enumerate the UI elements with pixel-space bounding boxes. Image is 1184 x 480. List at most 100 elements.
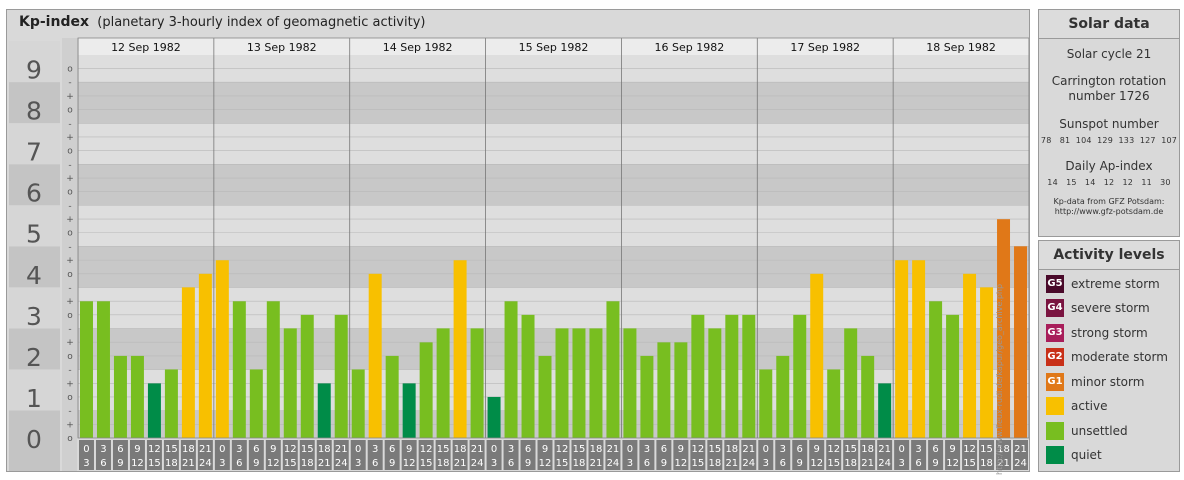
x-tick-end: 21 [454, 458, 467, 469]
level-moderate-storm: G2 moderate storm [1046, 348, 1168, 366]
x-tick-end: 6 [236, 458, 242, 469]
kp-bar [776, 355, 790, 438]
minor-tick-label: o [67, 65, 73, 75]
x-tick-start: 12 [420, 444, 433, 455]
x-tick-start: 9 [134, 444, 140, 455]
kp-bar [997, 219, 1011, 438]
y-tick-label: 6 [26, 179, 42, 208]
level-minor-storm: G1 minor storm [1046, 373, 1144, 391]
chart-subtitle: (planetary 3-hourly index of geomagnetic… [97, 15, 426, 30]
kp-bar [80, 301, 93, 438]
minor-tick-label: o [67, 311, 73, 321]
x-tick-end: 12 [674, 458, 687, 469]
minor-tick-label: - [68, 325, 71, 335]
x-tick-end: 21 [590, 458, 603, 469]
kp-bar [572, 328, 586, 438]
kp-bar [130, 355, 144, 438]
x-tick-start: 6 [117, 444, 123, 455]
kp-bar [946, 314, 960, 438]
minor-tick-label: o [67, 229, 73, 239]
x-tick-cell [214, 440, 230, 470]
minor-tick-label: o [67, 434, 73, 444]
day-label: 13 Sep 1982 [247, 41, 317, 54]
x-tick-end: 3 [898, 458, 904, 469]
x-tick-end: 12 [539, 458, 552, 469]
x-tick-cell [129, 440, 145, 470]
kp-bar [895, 260, 909, 438]
day-label: 12 Sep 1982 [111, 41, 181, 54]
x-tick-start: 12 [148, 444, 161, 455]
kp-bar [436, 328, 450, 438]
x-tick-start: 15 [708, 444, 721, 455]
x-tick-end: 15 [556, 458, 569, 469]
level-swatch: G1 [1046, 373, 1064, 391]
minor-tick-label: - [68, 242, 71, 252]
x-tick-cell [622, 440, 638, 470]
x-tick-cell [979, 440, 995, 470]
kp-bar [691, 314, 705, 438]
kp-bar [147, 383, 161, 438]
x-tick-start: 12 [827, 444, 840, 455]
solar-data-title: Solar data [1039, 10, 1179, 39]
x-tick-start: 9 [406, 444, 412, 455]
x-tick-cell [282, 440, 298, 470]
y-tick-label: 4 [26, 261, 42, 290]
minor-tick-label: o [67, 147, 73, 157]
level-label: quiet [1071, 448, 1102, 462]
x-tick-end: 18 [437, 458, 450, 469]
x-tick-start: 9 [949, 444, 955, 455]
kp-bar [878, 383, 892, 438]
x-tick-start: 6 [253, 444, 259, 455]
level-unsettled: unsettled [1046, 422, 1128, 440]
kp-bar [725, 314, 739, 438]
x-tick-end: 18 [708, 458, 721, 469]
kp-bar [351, 369, 365, 438]
minor-tick-label: o [67, 352, 73, 362]
x-tick-cell [860, 440, 876, 470]
x-tick-cell [639, 440, 655, 470]
minor-tick-label: - [68, 78, 71, 88]
sunspot-label: Sunspot number [1059, 117, 1159, 131]
kp-bar [419, 342, 433, 438]
minor-tick-label: + [66, 420, 74, 430]
kp-bar [827, 369, 841, 438]
x-tick-cell [469, 440, 485, 470]
kp-bar [606, 301, 620, 438]
x-tick-end: 6 [372, 458, 378, 469]
x-tick-cell [299, 440, 315, 470]
x-tick-start: 12 [556, 444, 569, 455]
x-tick-start: 0 [219, 444, 225, 455]
x-tick-end: 9 [253, 458, 259, 469]
kp-bar [538, 355, 552, 438]
minor-tick-label: + [66, 379, 74, 389]
level-label: unsettled [1071, 424, 1128, 438]
x-tick-end: 12 [810, 458, 823, 469]
day-label: 17 Sep 1982 [790, 41, 860, 54]
x-tick-start: 3 [100, 444, 106, 455]
minor-tick-label: - [68, 201, 71, 211]
y-tick-band [9, 328, 60, 370]
x-tick-end: 3 [763, 458, 769, 469]
minor-tick-label: + [66, 256, 74, 266]
x-tick-start: 9 [814, 444, 820, 455]
minor-tick-label: + [66, 174, 74, 184]
x-tick-start: 18 [318, 444, 331, 455]
x-tick-cell [197, 440, 213, 470]
kp-bar [980, 287, 994, 438]
x-tick-end: 6 [915, 458, 921, 469]
x-tick-cell [95, 440, 111, 470]
x-tick-start: 21 [878, 444, 891, 455]
x-tick-start: 15 [437, 444, 450, 455]
minor-tick-label: + [66, 215, 74, 225]
kp-bar [555, 328, 569, 438]
x-tick-end: 24 [1014, 458, 1027, 469]
y-tick-band [9, 82, 60, 124]
minor-tick-label: + [66, 338, 74, 348]
kp-chart-panel: Kp-index (planetary 3-hourly index of ge… [6, 9, 1030, 472]
minor-tick-label: - [68, 283, 71, 293]
kp-bar [470, 328, 484, 438]
x-tick-start: 6 [797, 444, 803, 455]
x-tick-end: 12 [131, 458, 144, 469]
x-tick-end: 21 [861, 458, 874, 469]
x-tick-end: 6 [644, 458, 650, 469]
